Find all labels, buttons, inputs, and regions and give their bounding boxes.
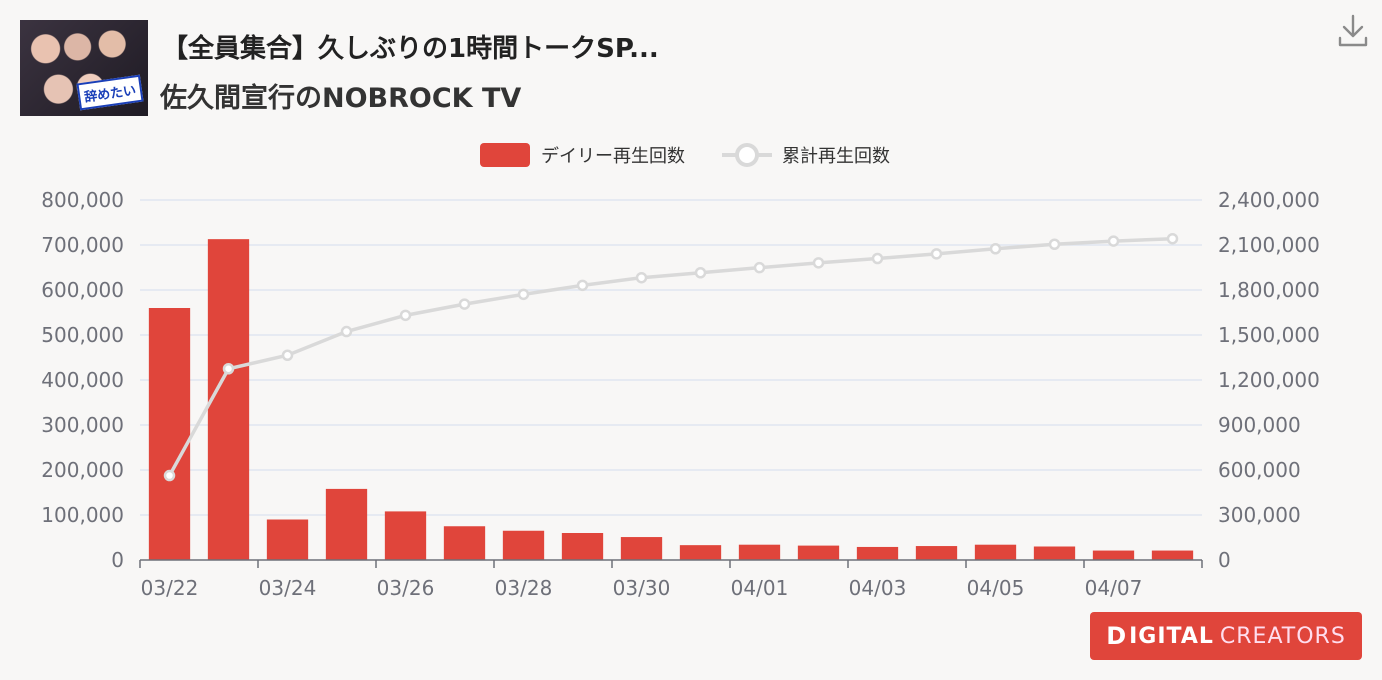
bar xyxy=(443,526,486,560)
cumulative-line xyxy=(163,232,1179,482)
bar xyxy=(797,545,840,560)
bar xyxy=(148,308,191,560)
legend-line-marker xyxy=(735,143,759,167)
bar xyxy=(266,519,309,560)
line-point xyxy=(1166,232,1179,245)
bars xyxy=(148,239,1194,560)
x-tick-label: 03/24 xyxy=(259,576,317,600)
y-left-tick-label: 600,000 xyxy=(41,278,124,302)
video-thumbnail[interactable]: 辞めたい xyxy=(20,20,148,116)
bar xyxy=(502,530,545,560)
chart: デイリー再生回数 累計再生回数 0 0 100,000 300,000 200,000 6… xyxy=(41,143,1320,600)
line-point xyxy=(812,257,825,269)
line-point xyxy=(635,271,648,284)
x-tick-label: 03/30 xyxy=(613,576,671,600)
x-tick-label: 04/07 xyxy=(1085,576,1143,600)
x-tick-label: 03/26 xyxy=(377,576,435,600)
legend-daily-label: デイリー再生回数 xyxy=(541,146,685,167)
legend[interactable]: デイリー再生回数 累計再生回数 xyxy=(480,143,890,167)
y-left-tick-label: 400,000 xyxy=(41,368,124,392)
logo-word-creators: CREATORS xyxy=(1219,623,1346,649)
bar xyxy=(384,511,427,560)
y-left-tick-label: 0 xyxy=(111,548,124,572)
bar xyxy=(1033,546,1076,560)
axes: 0 0 100,000 300,000 200,000 600,000 300,000 900… xyxy=(41,188,1320,600)
line-point xyxy=(340,325,353,338)
bar xyxy=(207,239,250,560)
y-right-tick-label: 1,500,000 xyxy=(1218,323,1320,347)
x-tick-label: 03/22 xyxy=(141,576,199,600)
line-point xyxy=(989,243,1002,255)
line-point xyxy=(694,267,707,279)
bar xyxy=(915,546,958,560)
bar xyxy=(1151,550,1194,560)
y-right-tick-label: 600,000 xyxy=(1218,458,1301,482)
x-tick-label: 03/28 xyxy=(495,576,553,600)
y-left-tick-label: 100,000 xyxy=(41,503,124,527)
bar xyxy=(974,544,1017,560)
line-point xyxy=(399,309,412,322)
logo-mark: D xyxy=(1106,622,1128,650)
x-tick-label: 04/05 xyxy=(967,576,1025,600)
line-point xyxy=(753,261,766,274)
bar xyxy=(620,537,663,560)
y-right-tick-label: 2,400,000 xyxy=(1218,188,1320,212)
legend-cumulative-label: 累計再生回数 xyxy=(782,146,890,167)
bar xyxy=(325,488,368,560)
bar xyxy=(856,546,899,560)
legend-bar-swatch xyxy=(480,143,530,167)
line-point xyxy=(163,469,176,482)
x-tick-label: 04/01 xyxy=(731,576,789,600)
line-point xyxy=(576,279,589,292)
bar xyxy=(561,533,604,560)
y-right-tick-label: 2,100,000 xyxy=(1218,233,1320,257)
x-tick-label: 04/03 xyxy=(849,576,907,600)
line-point xyxy=(871,252,884,265)
bar xyxy=(679,545,722,560)
y-left-tick-label: 300,000 xyxy=(41,413,124,437)
logo-word-digital: IGITAL xyxy=(1129,623,1214,649)
y-right-tick-label: 900,000 xyxy=(1218,413,1301,437)
line-point xyxy=(458,298,471,310)
digital-creators-logo: D IGITAL CREATORS xyxy=(1090,612,1362,660)
y-left-tick-label: 800,000 xyxy=(41,188,124,212)
y-right-tick-label: 300,000 xyxy=(1218,503,1301,527)
cumulative-line-path xyxy=(167,236,1173,477)
line-point xyxy=(222,363,235,375)
line-point xyxy=(1107,235,1120,247)
line-point xyxy=(1048,238,1061,250)
y-left-tick-label: 500,000 xyxy=(41,323,124,347)
y-right-tick-label: 1,200,000 xyxy=(1218,368,1320,392)
download-icon[interactable] xyxy=(1337,14,1369,48)
grid xyxy=(140,199,1202,516)
y-right-tick-label: 1,800,000 xyxy=(1218,278,1320,302)
channel-name[interactable]: 佐久間宣行のNOBROCK TV xyxy=(160,83,522,114)
bar xyxy=(738,544,781,560)
bar xyxy=(1092,550,1135,560)
y-left-tick-label: 200,000 xyxy=(41,458,124,482)
line-point xyxy=(930,248,943,260)
video-title[interactable]: 【全員集合】久しぶりの1時間トークSP... xyxy=(162,34,659,64)
line-point xyxy=(517,288,530,301)
y-left-tick-label: 700,000 xyxy=(41,233,124,257)
line-point xyxy=(281,349,294,361)
y-right-tick-label: 0 xyxy=(1218,548,1231,572)
